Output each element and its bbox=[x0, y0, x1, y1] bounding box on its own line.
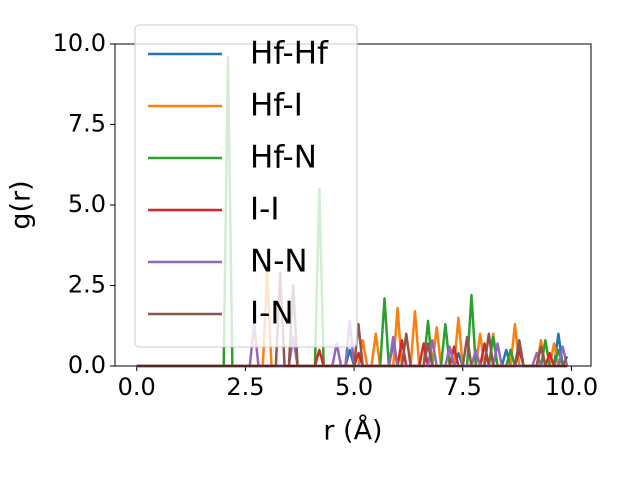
x-tick-label: 2.5 bbox=[226, 373, 264, 401]
x-tick-label: 10.0 bbox=[545, 373, 598, 401]
y-axis-label: g(r) bbox=[6, 180, 37, 229]
legend-label: I-N bbox=[250, 296, 294, 332]
legend-label: Hf-Hf bbox=[250, 36, 329, 72]
x-tick-label: 7.5 bbox=[444, 373, 482, 401]
y-tick-label: 7.5 bbox=[68, 110, 106, 138]
y-tick-label: 0.0 bbox=[68, 351, 106, 379]
x-axis-label: r (Å) bbox=[323, 415, 382, 447]
y-tick-label: 5.0 bbox=[68, 190, 106, 218]
x-tick-label: 0.0 bbox=[118, 373, 156, 401]
legend-box bbox=[134, 24, 358, 348]
x-tick-label: 5.0 bbox=[335, 373, 373, 401]
legend-label: N-N bbox=[250, 244, 308, 280]
legend-label: Hf-N bbox=[250, 140, 317, 176]
y-tick-label: 2.5 bbox=[68, 271, 106, 299]
legend-label: I-I bbox=[250, 192, 279, 228]
legend-label: Hf-I bbox=[250, 88, 303, 124]
y-tick-label: 10.0 bbox=[53, 29, 106, 57]
